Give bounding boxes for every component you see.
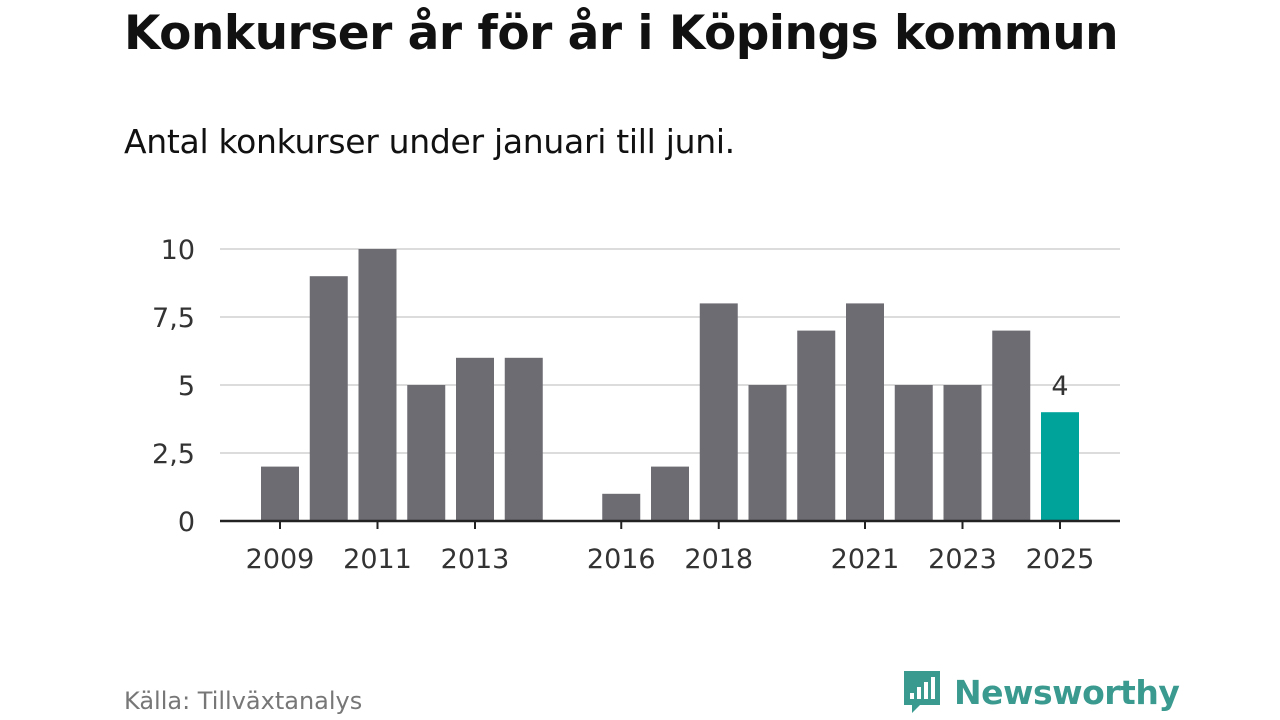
x-tick-label: 2016: [587, 544, 656, 575]
chart-title: Konkurser år för år i Köpings kommun: [124, 6, 1119, 61]
bar-2022: [894, 385, 933, 521]
bar-2013: [456, 357, 494, 521]
bar-2025: [1041, 412, 1079, 521]
bar-2014: [504, 357, 543, 521]
y-tick-label: 0: [178, 507, 195, 538]
bars: [261, 249, 1079, 521]
bar-2024: [992, 330, 1031, 521]
brand-name: Newsworthy: [954, 672, 1180, 712]
x-axis-ticks: 2009 2011 2013 2016 2018 2021 2023 2025: [246, 521, 1095, 575]
bar-2009: [261, 466, 299, 521]
y-axis-tick-labels: 0 2,5 5 7,5 10: [152, 235, 195, 538]
bar-2021: [846, 303, 884, 521]
x-tick-label: 2009: [246, 544, 315, 575]
gridlines: [220, 248, 1120, 454]
y-tick-label: 5: [178, 371, 195, 402]
bar-2012: [407, 385, 446, 521]
bar-2017: [651, 466, 689, 521]
bar-2023: [943, 385, 982, 521]
chart-subtitle: Antal konkurser under januari till juni.: [124, 122, 735, 161]
bar-2011: [358, 249, 397, 521]
y-tick-label: 7,5: [152, 303, 195, 334]
source-note: Källa: Tillväxtanalys: [124, 687, 363, 715]
bar-chart: 02,557,510 2009 2011 2013 2016 2018 2021 2023 2…: [152, 235, 1120, 575]
bar-2019: [748, 385, 787, 521]
bar-2018: [699, 303, 738, 521]
y-tick-label: 2,5: [152, 439, 195, 470]
x-tick-label: 2021: [831, 544, 900, 575]
newsworthy-logo-icon: [904, 671, 940, 713]
bar-2016: [602, 493, 641, 521]
x-tick-label: 2018: [684, 544, 753, 575]
x-tick-label: 2011: [343, 544, 412, 575]
bar-2020: [797, 330, 836, 521]
x-tick-label: 2025: [1026, 544, 1095, 575]
x-tick-label: 2013: [441, 544, 510, 575]
highlight-value-label: 4: [1051, 371, 1068, 402]
bar-2010: [309, 276, 348, 521]
newsworthy-logo: Newsworthy: [902, 669, 1180, 715]
y-tick-label: 10: [161, 235, 195, 266]
x-tick-label: 2023: [928, 544, 997, 575]
